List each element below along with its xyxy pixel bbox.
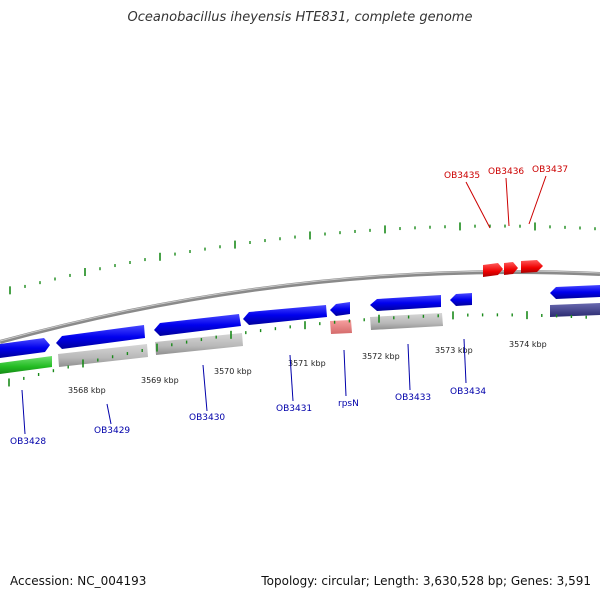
label-ob3428[interactable]: OB3428 xyxy=(10,437,46,447)
gene-ob3436[interactable] xyxy=(504,262,518,275)
gene-ob3435[interactable] xyxy=(483,263,503,277)
leader-ob3435 xyxy=(465,181,491,229)
gene-ob3429-reverse[interactable] xyxy=(58,344,148,367)
leader-ob3434 xyxy=(463,338,467,384)
gene-ob3431[interactable] xyxy=(243,305,327,325)
scale-label-3569: 3569 kbp xyxy=(141,376,179,385)
leader-ob3433 xyxy=(407,343,411,391)
scale-label-3572: 3572 kbp xyxy=(362,352,400,361)
genome-title: Oceanobacillus iheyensis HTE831, complet… xyxy=(127,10,473,25)
label-rpsN[interactable]: rpsN xyxy=(338,399,359,409)
scale-label-3568: 3568 kbp xyxy=(68,386,106,395)
scale-label-3570: 3570 kbp xyxy=(214,367,252,376)
label-ob3434[interactable]: OB3434 xyxy=(450,387,486,397)
scale-label-3571: 3571 kbp xyxy=(288,359,326,368)
gene-labels-blue: OB3428 OB3429 OB3430 OB3431 rpsN OB3433 … xyxy=(10,338,486,447)
genome-backbone-highlight xyxy=(0,270,600,342)
inner-tick-row xyxy=(8,311,587,387)
gene-ob3437[interactable] xyxy=(521,260,543,273)
leader-ob3431 xyxy=(289,354,294,402)
scale-labels: 3568 kbp 3569 kbp 3570 kbp 3571 kbp 3572… xyxy=(68,340,547,395)
gene-labels-red: OB3435 OB3436 OB3437 xyxy=(444,165,568,229)
gene-rpsN-reverse[interactable] xyxy=(330,320,352,334)
leader-ob3430 xyxy=(202,364,208,412)
scale-label-3573: 3573 kbp xyxy=(435,346,473,355)
label-ob3430[interactable]: OB3430 xyxy=(189,413,225,423)
forward-strand-genes xyxy=(0,285,600,358)
leader-ob3437 xyxy=(528,175,547,225)
leader-ob3429 xyxy=(106,403,112,425)
gene-ob3429[interactable] xyxy=(56,325,145,349)
label-ob3435[interactable]: OB3435 xyxy=(444,171,480,181)
gene-edge-forward[interactable] xyxy=(550,285,600,299)
label-ob3431[interactable]: OB3431 xyxy=(276,404,312,414)
label-ob3437[interactable]: OB3437 xyxy=(532,165,568,175)
topology-text: Topology: circular; Length: 3,630,528 bp… xyxy=(261,574,591,588)
leader-ob3428 xyxy=(21,389,26,435)
label-ob3433[interactable]: OB3433 xyxy=(395,393,431,403)
gene-ob3434[interactable] xyxy=(450,293,472,306)
gene-ob3433[interactable] xyxy=(370,295,441,311)
reverse-strand-genes xyxy=(0,303,600,374)
outer-tick-row xyxy=(9,222,596,295)
label-ob3429[interactable]: OB3429 xyxy=(94,426,130,436)
genome-backbone xyxy=(0,269,600,344)
gene-rpsN[interactable] xyxy=(330,302,350,316)
label-ob3436[interactable]: OB3436 xyxy=(488,167,524,177)
gene-ob3433-reverse[interactable] xyxy=(370,313,443,330)
gene-ob3430-reverse[interactable] xyxy=(155,333,243,355)
rna-genes xyxy=(483,260,543,277)
gene-edge-reverse[interactable] xyxy=(550,303,600,317)
gene-ob3428-forward[interactable] xyxy=(0,338,50,358)
leader-ob3436 xyxy=(505,177,510,227)
leader-rpsN xyxy=(343,349,347,397)
accession-text: Accession: NC_004193 xyxy=(10,574,147,588)
scale-label-3574: 3574 kbp xyxy=(509,340,547,349)
gene-ob3428-reverse[interactable] xyxy=(0,356,52,374)
gene-ob3430[interactable] xyxy=(154,314,241,336)
